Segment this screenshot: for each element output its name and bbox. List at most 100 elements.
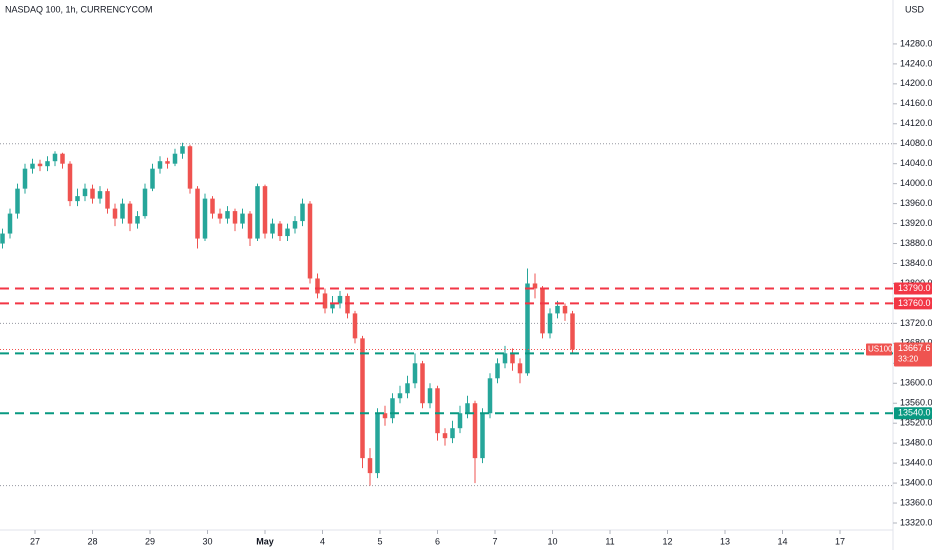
candle-body bbox=[255, 186, 260, 239]
candle-body bbox=[15, 188, 20, 214]
symbol-label: US100 bbox=[868, 345, 893, 354]
y-tick-label: 14080.0 bbox=[900, 138, 932, 148]
candle-body bbox=[60, 153, 65, 164]
candle-body bbox=[555, 305, 560, 314]
level-label: 13790.0 bbox=[898, 283, 931, 293]
candle-body bbox=[442, 433, 448, 439]
candle-body bbox=[127, 203, 133, 224]
candle-body bbox=[412, 363, 418, 384]
candle-body bbox=[300, 203, 305, 222]
candle-body bbox=[435, 388, 440, 434]
y-tick-label: 14160.0 bbox=[900, 98, 932, 108]
level-label-bg bbox=[894, 282, 932, 295]
candle-body bbox=[480, 413, 485, 459]
candle-body bbox=[322, 293, 328, 309]
candle-body bbox=[367, 458, 373, 474]
y-tick-label: 13320.0 bbox=[900, 517, 932, 527]
x-tick-label: 4 bbox=[320, 536, 325, 546]
candle-body bbox=[217, 213, 223, 219]
y-tick-label: 14280.0 bbox=[900, 38, 932, 48]
candle-body bbox=[562, 305, 568, 314]
candle-body bbox=[397, 393, 403, 399]
candle-body bbox=[375, 413, 380, 474]
y-tick-label: 13880.0 bbox=[900, 238, 932, 248]
candle-body bbox=[37, 163, 43, 167]
candle-body bbox=[112, 208, 118, 219]
candle-body bbox=[405, 383, 410, 394]
candle-body bbox=[517, 363, 523, 374]
candle-body bbox=[285, 228, 290, 237]
candle-body bbox=[292, 221, 298, 229]
chart-title: NASDAQ 100, 1h, CURRENCYCOM bbox=[5, 4, 153, 14]
candle-body bbox=[345, 295, 350, 314]
candle-body bbox=[67, 163, 73, 202]
candle-body bbox=[210, 198, 215, 214]
candle-body bbox=[487, 378, 493, 414]
candle-body bbox=[225, 211, 230, 219]
y-tick-label: 13520.0 bbox=[900, 418, 932, 428]
candle-body bbox=[142, 188, 148, 217]
y-tick-label: 13440.0 bbox=[900, 458, 932, 468]
candle-body bbox=[570, 313, 575, 350]
x-tick-label: 17 bbox=[835, 536, 845, 546]
candle-body bbox=[502, 353, 508, 364]
candle-body bbox=[195, 188, 200, 239]
x-tick-label: 5 bbox=[377, 536, 382, 546]
candle-body bbox=[427, 388, 433, 404]
candle-body bbox=[135, 216, 140, 224]
candle-body bbox=[532, 283, 538, 289]
candle-body bbox=[7, 213, 13, 234]
candle-body bbox=[82, 188, 88, 197]
candle-body bbox=[45, 161, 50, 167]
y-tick-label: 13400.0 bbox=[900, 477, 932, 487]
candle-body bbox=[150, 168, 155, 189]
y-tick-label: 14040.0 bbox=[900, 158, 932, 168]
candle-body bbox=[457, 413, 463, 429]
y-tick-label: 13960.0 bbox=[900, 198, 932, 208]
y-tick-label: 13600.0 bbox=[900, 378, 932, 388]
y-tick-label: 13480.0 bbox=[900, 438, 932, 448]
candle-body bbox=[172, 153, 178, 164]
candle-body bbox=[105, 191, 110, 209]
candle-body bbox=[315, 278, 320, 294]
candle-body bbox=[97, 191, 103, 199]
candle-body bbox=[472, 403, 478, 459]
candle-body bbox=[120, 203, 125, 219]
candle-body bbox=[495, 363, 500, 379]
candle-body bbox=[262, 186, 268, 234]
x-tick-label: 13 bbox=[720, 536, 730, 546]
candle-body bbox=[247, 213, 253, 239]
y-tick-label: 13920.0 bbox=[900, 218, 932, 228]
candle-body bbox=[420, 363, 425, 404]
x-tick-label: 12 bbox=[662, 536, 672, 546]
candle-body bbox=[540, 288, 545, 334]
candle-body bbox=[382, 413, 388, 419]
last-price-label: 13667.6 bbox=[898, 343, 931, 353]
candle-body bbox=[30, 163, 35, 169]
candle-body bbox=[330, 303, 335, 309]
candle-body bbox=[202, 198, 208, 239]
x-tick-label: 6 bbox=[435, 536, 440, 546]
candle-body bbox=[75, 196, 80, 202]
x-tick-label: 28 bbox=[87, 536, 97, 546]
x-tick-label: 27 bbox=[30, 536, 40, 546]
y-tick-label: 14240.0 bbox=[900, 58, 932, 68]
candle-body bbox=[90, 188, 95, 199]
candle-body bbox=[0, 233, 5, 244]
y-tick-label: 13720.0 bbox=[900, 318, 932, 328]
y-tick-label: 14200.0 bbox=[900, 78, 932, 88]
candle-body bbox=[52, 153, 58, 162]
x-tick-label: May bbox=[256, 536, 274, 546]
candle-body bbox=[450, 428, 455, 439]
candle-body bbox=[525, 283, 530, 374]
candle-body bbox=[22, 168, 28, 189]
x-tick-label: 7 bbox=[492, 536, 497, 546]
candle-body bbox=[232, 211, 238, 224]
candle-body bbox=[277, 223, 283, 237]
candle-body bbox=[270, 223, 275, 234]
x-tick-label: 10 bbox=[547, 536, 557, 546]
candle-body bbox=[352, 313, 358, 339]
candle-body bbox=[187, 146, 193, 189]
y-tick-label: 13840.0 bbox=[900, 258, 932, 268]
